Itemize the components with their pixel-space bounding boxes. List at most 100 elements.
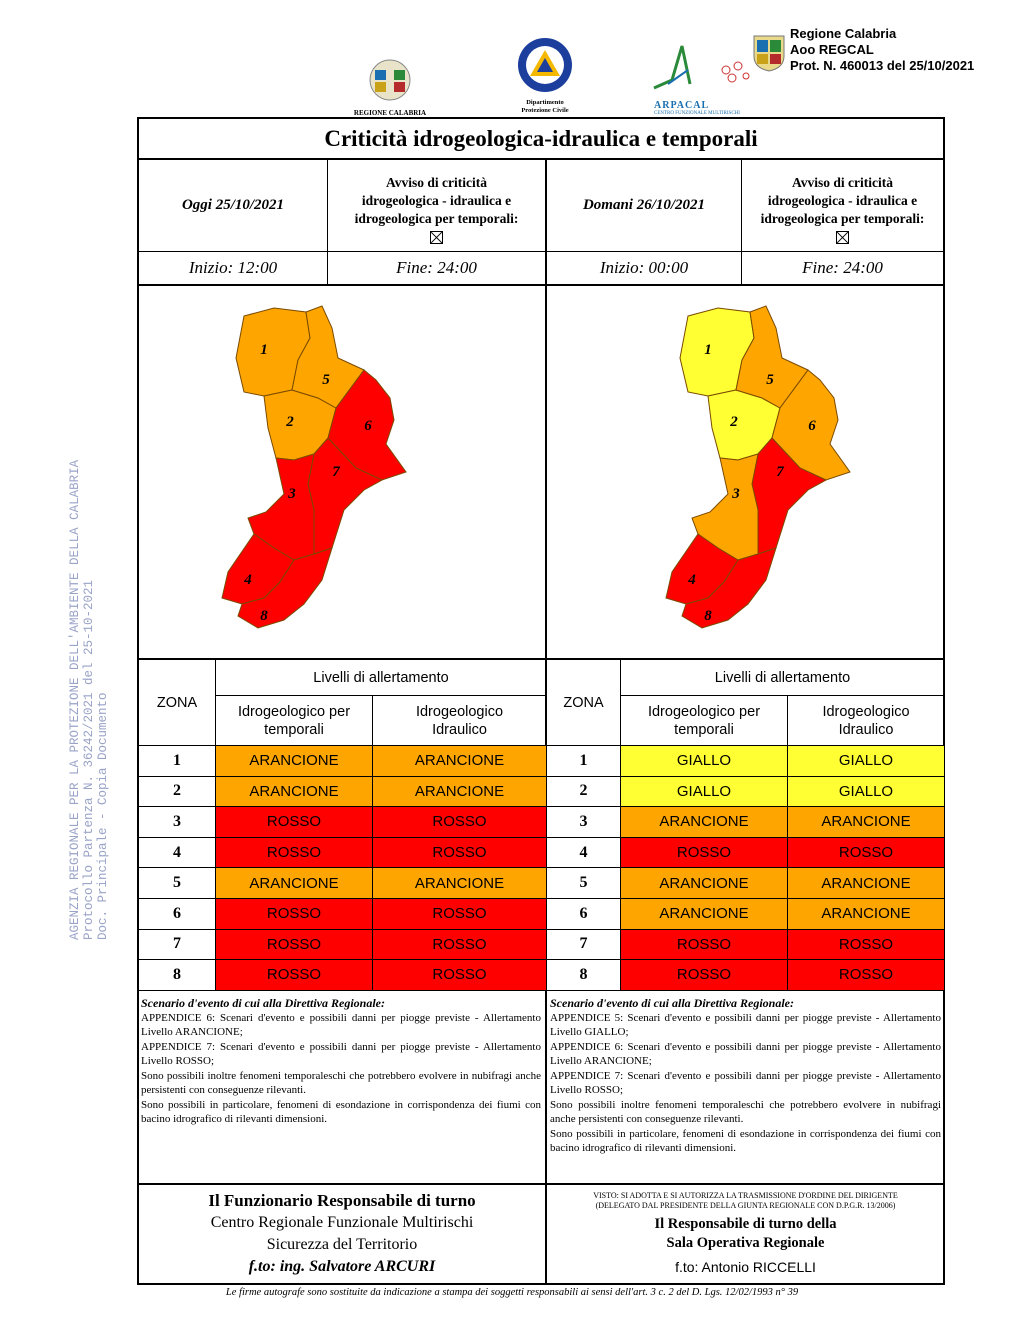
table-row: 7 ROSSO ROSSO xyxy=(546,928,945,961)
signature-left-office: Centro Regionale Funzionale Multirischi xyxy=(210,1214,474,1231)
levels-header: Livelli di allertamento xyxy=(215,659,547,696)
level-idraulico: ARANCIONE xyxy=(787,867,945,899)
table-row: 4 ROSSO ROSSO xyxy=(546,836,945,869)
level-temporali: GIALLO xyxy=(620,745,788,777)
zone-number: 7 xyxy=(138,928,216,961)
tomorrow-end-time: Fine: 24:00 xyxy=(802,258,883,277)
map-zone-label: 3 xyxy=(731,486,740,502)
level-idraulico: ROSSO xyxy=(787,928,945,961)
level-idraulico: ROSSO xyxy=(372,928,547,961)
level-idraulico: ROSSO xyxy=(787,836,945,869)
scenario-today-title: Scenario d'evento di cui alla Direttiva … xyxy=(141,996,385,1010)
level-temporali: ARANCIONE xyxy=(620,806,788,838)
logo-arpacal-caption: CENTRO FUNZIONALE MULTIRISCHI xyxy=(654,111,740,116)
logo-arpacal-name: ARPACAL xyxy=(654,100,710,111)
level-temporali: ROSSO xyxy=(215,928,373,961)
zone-number: 2 xyxy=(138,775,216,808)
level-temporali: ARANCIONE xyxy=(215,745,373,777)
zone-number: 4 xyxy=(546,836,621,869)
logo-protezione-civile: Dipartimento Protezione Civile xyxy=(508,36,582,115)
col2-line1: Idrogeologico xyxy=(415,703,504,720)
tomorrow-avviso-line2: idrogeologica - idraulica e xyxy=(767,193,918,208)
today-avviso-line3: idrogeologica per temporali: xyxy=(354,211,519,226)
map-zone-label: 1 xyxy=(260,342,268,358)
zone-number: 3 xyxy=(138,806,216,838)
map-zone-label: 5 xyxy=(322,372,330,388)
zone-number: 6 xyxy=(546,897,621,930)
col1-line1: Idrogeologico per xyxy=(647,703,761,720)
zone-number: 8 xyxy=(138,959,216,991)
alert-table-today: ZONA Livelli di allertamento Idrogeologi… xyxy=(138,659,547,991)
level-temporali: ARANCIONE xyxy=(620,897,788,930)
level-temporali: GIALLO xyxy=(620,775,788,808)
table-row: 2 ARANCIONE ARANCIONE xyxy=(138,775,547,808)
map-today-zone-8 xyxy=(237,547,333,629)
zone-number: 8 xyxy=(546,959,621,991)
watermark-line2: Protocollo Partenza N. 36242/2021 del 25… xyxy=(82,579,96,940)
tomorrow-avviso-line1: Avviso di criticità xyxy=(792,175,893,190)
level-temporali: ARANCIONE xyxy=(215,775,373,808)
today-start-time: Inizio: 12:00 xyxy=(188,258,278,277)
map-zone-label: 4 xyxy=(243,572,252,588)
signature-right-name: f.to: Antonio RICCELLI xyxy=(675,1259,816,1275)
tomorrow-avviso-checkbox-icon xyxy=(836,231,849,245)
page-title: Criticità idrogeologica-idraulica e temp… xyxy=(324,126,758,151)
scenario-tomorrow-line: Sono possibili in particolare, fenomeni … xyxy=(550,1127,941,1155)
map-zone-label: 6 xyxy=(364,418,372,434)
col2-line2: Idraulico xyxy=(432,721,487,738)
today-avviso-line2: idrogeologica - idraulica e xyxy=(361,193,512,208)
level-idraulico: ROSSO xyxy=(372,897,547,930)
table-row: 5 ARANCIONE ARANCIONE xyxy=(546,867,945,899)
table-row: 3 ARANCIONE ARANCIONE xyxy=(546,806,945,838)
zone-number: 6 xyxy=(138,897,216,930)
protocol-stamp-line3: Prot. N. 460013 del 25/10/2021 xyxy=(790,58,975,73)
visto-line1: VISTO: SI ADOTTA E SI AUTORIZZA LA TRASM… xyxy=(593,1191,898,1200)
scenario-tomorrow-line: APPENDICE 6: Scenari d'evento e possibil… xyxy=(550,1040,941,1068)
logo-calabria-caption: REGIONE CALABRIA xyxy=(353,109,427,117)
protocol-stamp-line2: Aoo REGCAL xyxy=(790,42,874,57)
protezione-civile-icon xyxy=(518,38,572,92)
signature-left-role: Il Funzionario Responsabile di turno xyxy=(208,1191,476,1210)
level-idraulico: ROSSO xyxy=(372,959,547,991)
zone-number: 4 xyxy=(138,836,216,869)
table-row: 1 ARANCIONE ARANCIONE xyxy=(138,745,547,777)
map-tomorrow-zone-6 xyxy=(771,369,851,481)
map-zone-label: 8 xyxy=(704,608,712,624)
level-idraulico: ARANCIONE xyxy=(372,867,547,899)
logo-protezione-caption-1: Dipartimento xyxy=(526,99,564,106)
col2-line1: Idrogeologico xyxy=(822,703,910,720)
scenario-tomorrow-title: Scenario d'evento di cui alla Direttiva … xyxy=(550,996,794,1010)
level-temporali: ARANCIONE xyxy=(215,867,373,899)
scenario-tomorrow-line: APPENDICE 5: Scenari d'evento e possibil… xyxy=(550,1011,941,1039)
level-idraulico: ARANCIONE xyxy=(787,806,945,838)
table-row: 6 ARANCIONE ARANCIONE xyxy=(546,897,945,930)
map-zone-label: 1 xyxy=(704,342,712,358)
scenario-today-line: APPENDICE 6: Scenari d'evento e possibil… xyxy=(141,1011,541,1039)
watermark-line3: Doc. Principale - Copia Documento xyxy=(96,692,110,940)
level-temporali: ROSSO xyxy=(215,836,373,869)
map-zone-label: 7 xyxy=(332,464,340,480)
map-zone-label: 2 xyxy=(729,414,738,430)
table-row: 2 GIALLO GIALLO xyxy=(546,775,945,808)
today-date-label: Oggi 25/10/2021 xyxy=(181,197,285,213)
level-idraulico: GIALLO xyxy=(787,775,945,808)
map-zone-label: 6 xyxy=(808,418,816,434)
today-avviso-checkbox-icon xyxy=(430,231,443,245)
table-row: 8 ROSSO ROSSO xyxy=(546,959,945,991)
footer-note: Le firme autografe sono sostituite da in… xyxy=(225,1287,799,1298)
map-zone-label: 8 xyxy=(260,608,268,624)
tomorrow-start-time: Inizio: 00:00 xyxy=(599,258,689,277)
zone-number: 7 xyxy=(546,928,621,961)
level-temporali: ROSSO xyxy=(215,806,373,838)
level-idraulico: ARANCIONE xyxy=(787,897,945,930)
table-row: 8 ROSSO ROSSO xyxy=(138,959,547,991)
scenario-today-line: Sono possibili in particolare, fenomeni … xyxy=(141,1098,541,1126)
level-idraulico: ARANCIONE xyxy=(372,745,547,777)
scenario-tomorrow-line: Sono possibili inoltre fenomeni temporal… xyxy=(550,1098,941,1126)
arpacal-icon xyxy=(653,45,750,90)
logo-protezione-caption-2: Protezione Civile xyxy=(521,107,569,114)
map-today: 1 2 3 4 5 6 7 8 xyxy=(221,305,407,629)
zone-number: 3 xyxy=(546,806,621,838)
zone-number: 2 xyxy=(546,775,621,808)
col-idrogeologico-temporali: Idrogeologico per temporali xyxy=(620,695,788,746)
